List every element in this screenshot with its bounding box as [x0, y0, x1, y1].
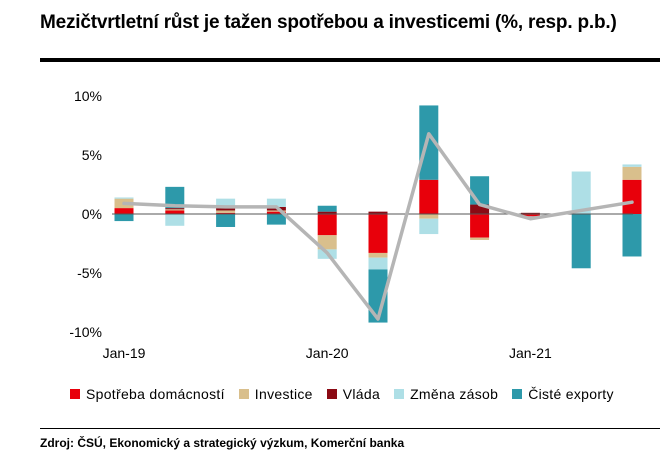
y-tick-label: 5% [82, 147, 102, 163]
legend-item: Změna zásob [394, 386, 498, 402]
legend-item: Vláda [326, 386, 381, 402]
bar-investice [165, 209, 185, 211]
bar-vl-da [520, 212, 540, 214]
legend-swatch [70, 389, 80, 399]
bar--ist-exporty [622, 214, 642, 257]
legend-label: Čisté exporty [528, 386, 614, 402]
bar-vl-da [470, 204, 490, 214]
bar--ist-exporty [165, 186, 185, 209]
title-underline [40, 58, 660, 62]
bar--ist-exporty [368, 269, 388, 323]
legend-swatch [394, 389, 405, 399]
bar-spot-eba-dom-cnost- [165, 210, 185, 214]
legend-item: Spotřeba domácností [70, 386, 225, 402]
legend-label: Investice [254, 386, 313, 402]
bar-spot-eba-dom-cnost- [216, 212, 236, 214]
y-tick-label: 10% [74, 88, 102, 104]
legend-swatch [512, 389, 523, 399]
legend-label: Spotřeba domácností [86, 386, 225, 402]
bar-zm-na-z-sob [216, 198, 236, 207]
legend-swatch [326, 389, 337, 399]
bar-spot-eba-dom-cnost- [266, 211, 286, 214]
chart-legend: Spotřeba domácností Investice Vláda Změna z… [70, 386, 614, 402]
y-tick-label: -10% [69, 324, 102, 340]
bar-vl-da [216, 206, 236, 211]
bar-investice [317, 235, 337, 250]
bar--ist-exporty [317, 205, 337, 212]
bar-zm-na-z-sob [266, 198, 286, 207]
bar--ist-exporty [419, 105, 439, 180]
bar-zm-na-z-sob [571, 171, 591, 214]
bar-zm-na-z-sob [114, 197, 134, 199]
bar-spot-eba-dom-cnost- [114, 208, 134, 214]
bar--ist-exporty [216, 214, 236, 227]
bar-zm-na-z-sob [368, 257, 388, 270]
bar-investice [470, 237, 490, 240]
bar--ist-exporty [114, 214, 134, 222]
legend-label: Vláda [342, 386, 381, 402]
bar-investice [368, 252, 388, 258]
bar-spot-eba-dom-cnost- [317, 214, 337, 236]
bar--ist-exporty [571, 214, 591, 269]
y-tick-label: 0% [82, 206, 102, 222]
legend-label: Změna zásob [410, 386, 499, 402]
x-tick-label: Jan-21 [509, 345, 552, 361]
x-tick-label: Jan-20 [306, 345, 349, 361]
bar-investice [216, 210, 236, 213]
x-tick-label: Jan-19 [103, 345, 146, 361]
bar-investice [419, 214, 439, 219]
bar--ist-exporty [470, 176, 490, 205]
bar-investice [266, 210, 286, 212]
bar-zm-na-z-sob [622, 164, 642, 167]
bar-zm-na-z-sob [419, 218, 439, 235]
legend-swatch [238, 389, 249, 399]
source-note: Zdroj: ČSÚ, Ekonomický a strategický výz… [40, 436, 405, 450]
gdp-line [122, 132, 634, 321]
bar-zm-na-z-sob [165, 214, 185, 226]
bar-vl-da [317, 211, 337, 214]
y-tick-label: -5% [77, 265, 102, 281]
bar--ist-exporty [266, 214, 286, 225]
bar-vl-da [165, 208, 185, 210]
bar-investice [622, 166, 642, 180]
chart-title: Mezičtvrtletní růst je tažen spotřebou a… [40, 12, 617, 33]
bar-spot-eba-dom-cnost- [520, 214, 540, 217]
bar-spot-eba-dom-cnost- [622, 179, 642, 214]
bar-spot-eba-dom-cnost- [419, 179, 439, 214]
bar-vl-da [368, 211, 388, 214]
legend-item: Investice [238, 386, 313, 402]
legend-item: Čisté exporty [512, 386, 614, 402]
bar-spot-eba-dom-cnost- [470, 214, 490, 238]
footer-rule [40, 428, 660, 429]
bar-spot-eba-dom-cnost- [368, 214, 388, 253]
